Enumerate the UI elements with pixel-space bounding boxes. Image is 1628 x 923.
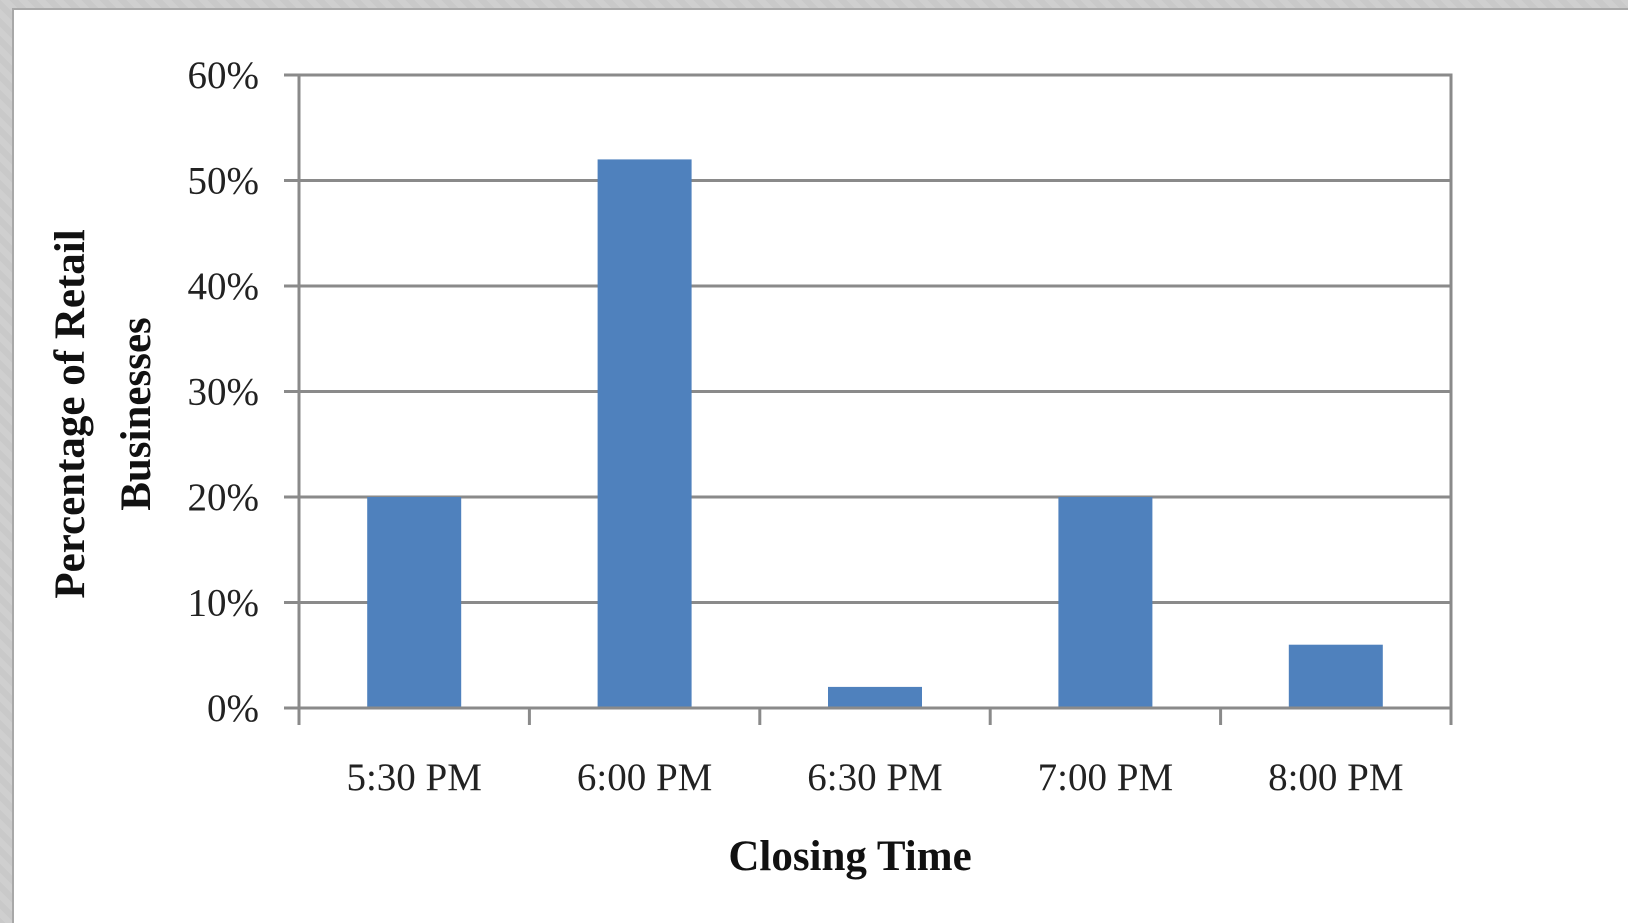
axes xyxy=(284,73,1453,725)
y-tick-label: 30% xyxy=(188,371,260,414)
x-axis-title: Closing Time xyxy=(728,833,971,880)
bar-6-00-pm xyxy=(597,159,692,707)
x-tick-label: 8:00 PM xyxy=(1268,756,1403,799)
y-tick-label: 60% xyxy=(188,54,260,97)
y-tick-label: 50% xyxy=(188,160,260,203)
chart-panel: 0% 10% 20% 30% 40% 50% 60% 5:30 PM 6:00 PM 6:30 P… xyxy=(12,8,1628,923)
y-tick-label: 0% xyxy=(207,687,259,730)
tick-labels: 0% 10% 20% 30% 40% 50% 60% 5:30 PM 6:00 PM 6:30 P… xyxy=(188,54,1404,799)
x-tick-label: 6:30 PM xyxy=(807,756,942,799)
grid-lines xyxy=(297,73,1453,710)
y-tick-label: 10% xyxy=(188,582,260,625)
y-axis-title-line-1: Percentage of Retail xyxy=(47,229,94,598)
y-tick-label: 40% xyxy=(188,265,260,308)
y-tick-label: 20% xyxy=(188,476,260,519)
x-tick-label: 6:00 PM xyxy=(577,756,712,799)
bar-7-00-pm xyxy=(1058,497,1153,707)
bar-chart: 0% 10% 20% 30% 40% 50% 60% 5:30 PM 6:00 PM 6:30 P… xyxy=(47,54,1453,880)
x-tick-label: 7:00 PM xyxy=(1038,756,1173,799)
bar-8-00-pm xyxy=(1288,644,1383,707)
bar-6-30-pm xyxy=(828,686,922,707)
x-tick-label: 5:30 PM xyxy=(346,756,481,799)
y-axis-title-line-2: Businesses xyxy=(113,317,160,511)
bar-5-30-pm xyxy=(367,497,462,707)
bars xyxy=(367,159,1383,707)
